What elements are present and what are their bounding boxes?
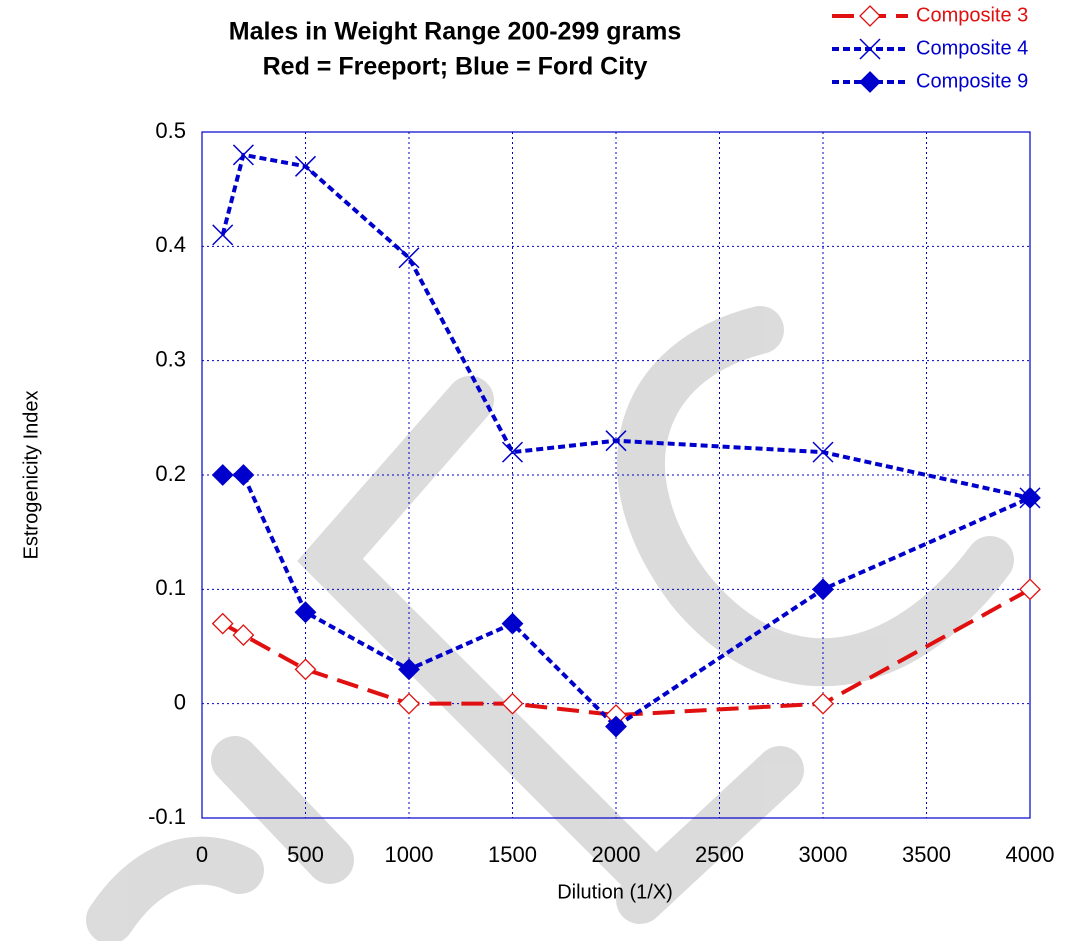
marker — [296, 659, 316, 679]
y-tick-label: 0.3 — [155, 346, 186, 371]
watermark — [110, 330, 990, 920]
marker — [813, 694, 833, 714]
marker — [213, 465, 233, 485]
y-axis-label: Estrogenicity Index — [20, 391, 42, 560]
marker — [399, 248, 419, 268]
legend-marker — [860, 72, 880, 92]
y-tick-label: 0.2 — [155, 461, 186, 486]
marker — [296, 602, 316, 622]
marker — [213, 614, 233, 634]
legend-label: Composite 3 — [916, 4, 1028, 26]
watermark-stroke — [110, 861, 240, 920]
legend-marker — [860, 6, 880, 26]
x-tick-label: 4000 — [1006, 842, 1055, 867]
y-tick-label: -0.1 — [148, 804, 186, 829]
chart-title: Males in Weight Range 200-299 grams — [229, 18, 681, 46]
x-tick-label: 1000 — [385, 842, 434, 867]
marker — [399, 694, 419, 714]
x-tick-label: 1500 — [488, 842, 537, 867]
x-tick-label: 3000 — [799, 842, 848, 867]
x-tick-label: 0 — [196, 842, 208, 867]
y-tick-label: 0 — [174, 689, 186, 714]
watermark-stroke — [330, 400, 640, 870]
y-tick-label: 0.5 — [155, 118, 186, 143]
x-axis-label: Dilution (1/X) — [557, 881, 673, 903]
chart-subtitle: Red = Freeport; Blue = Ford City — [263, 53, 648, 81]
legend-label: Composite 9 — [916, 70, 1028, 92]
watermark-stroke — [641, 330, 990, 662]
x-tick-label: 2500 — [695, 842, 744, 867]
legend-label: Composite 4 — [916, 37, 1028, 59]
y-tick-label: 0.1 — [155, 575, 186, 600]
x-tick-label: 3500 — [902, 842, 951, 867]
marker — [233, 465, 253, 485]
marker — [233, 625, 253, 645]
y-tick-label: 0.4 — [155, 232, 186, 257]
marker — [606, 717, 626, 737]
x-tick-label: 500 — [287, 842, 324, 867]
marker — [1020, 579, 1040, 599]
x-tick-label: 2000 — [592, 842, 641, 867]
chart: Males in Weight Range 200-299 grams Red … — [0, 0, 1076, 941]
